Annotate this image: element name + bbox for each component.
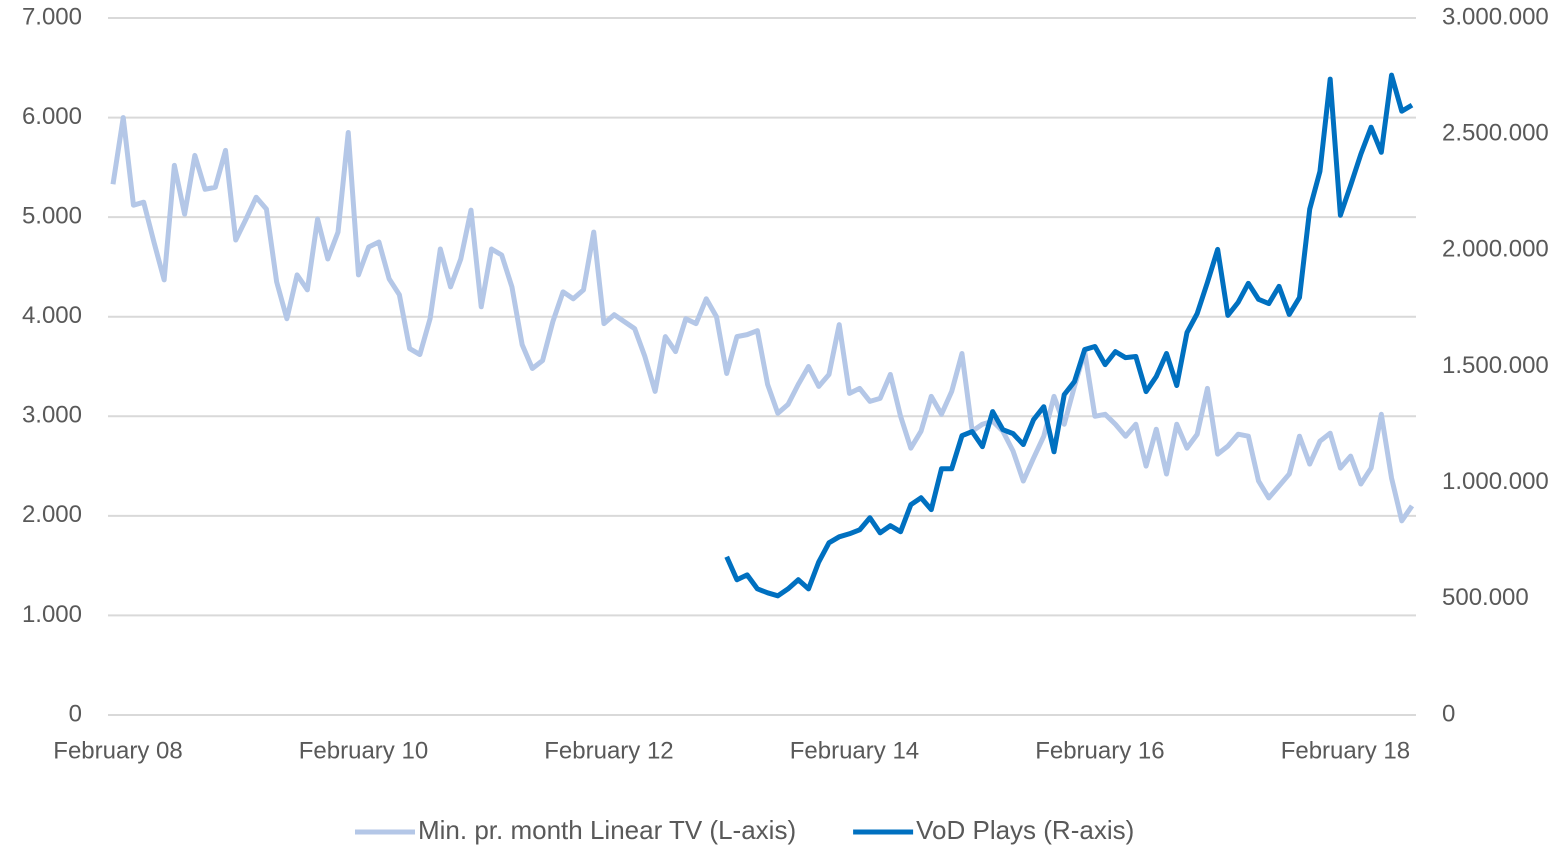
y2-tick-label: 1.500.000 [1442,352,1549,379]
y-tick-label: 3.000 [22,402,82,429]
x-tick-label: February 18 [1281,737,1410,764]
y-tick-label: 4.000 [22,302,82,329]
y-tick-label: 7.000 [22,3,82,30]
y-tick-label: 6.000 [22,103,82,130]
series-line [724,72,1414,599]
x-tick-label: February 16 [1035,737,1164,764]
y-tick-label: 5.000 [22,202,82,229]
y-tick-label: 2.000 [22,501,82,528]
y2-tick-label: 0 [1442,700,1455,727]
legend-label: VoD Plays (R-axis) [916,815,1134,845]
x-tick-label: February 12 [544,737,673,764]
y2-tick-label: 500.000 [1442,584,1529,611]
x-tick-label: February 10 [299,737,428,764]
x-tick-label: February 14 [790,737,919,764]
series-line [110,115,1415,524]
y2-tick-label: 3.000.000 [1442,3,1549,30]
y2-tick-label: 2.500.000 [1442,120,1549,147]
y2-tick-label: 1.000.000 [1442,468,1549,495]
y-tick-label: 0 [69,700,82,727]
x-tick-label: February 08 [53,737,182,764]
legend-label: Min. pr. month Linear TV (L-axis) [418,815,796,845]
y-tick-label: 1.000 [22,601,82,628]
y2-tick-label: 2.000.000 [1442,236,1549,263]
